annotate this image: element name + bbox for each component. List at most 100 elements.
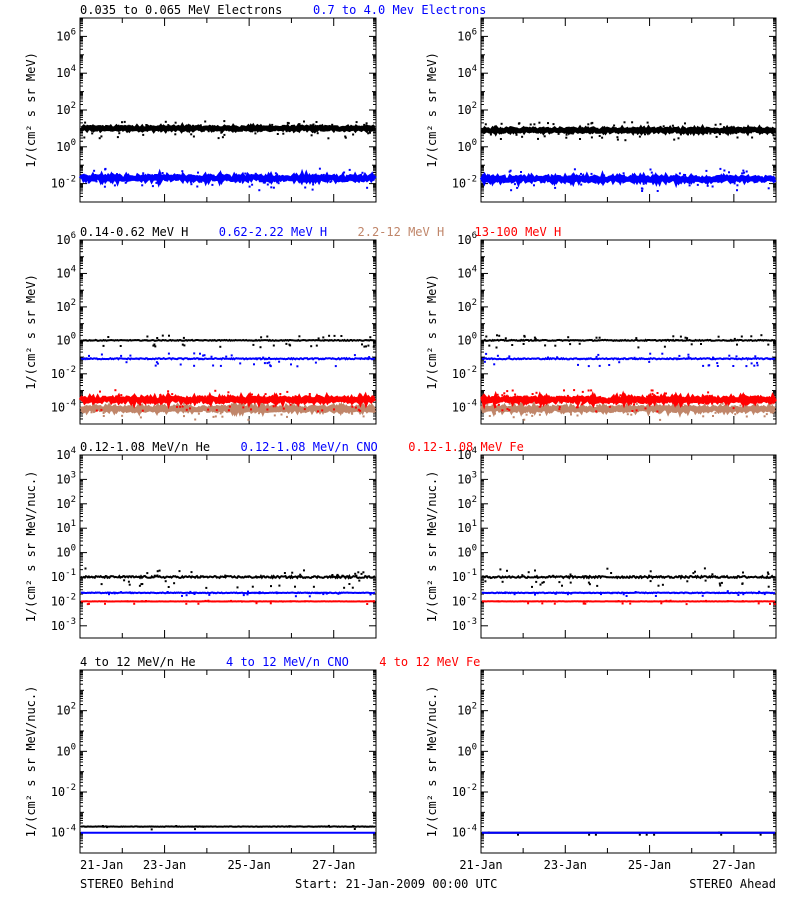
y-axis-label: 1/(cm² s sr MeV)	[425, 52, 439, 168]
data-point	[95, 409, 98, 412]
data-point	[86, 603, 89, 606]
data-point	[224, 574, 227, 577]
data-point	[309, 124, 312, 127]
data-point	[742, 571, 744, 574]
data-point	[96, 399, 99, 402]
panel-0-ahead: 1/(cm² s sr MeV) 10-2 100 102 104 106	[425, 17, 777, 203]
data-point	[711, 397, 714, 400]
data-point	[642, 177, 644, 180]
data-point	[317, 410, 319, 413]
data-point	[219, 364, 222, 367]
data-point	[246, 593, 249, 596]
y-tick-label: 10-4	[51, 398, 76, 414]
data-point	[567, 336, 570, 339]
data-point	[359, 397, 362, 400]
data-point	[316, 174, 319, 177]
data-point	[569, 343, 572, 346]
data-point	[128, 583, 131, 586]
data-point	[254, 172, 257, 175]
data-point	[690, 343, 693, 346]
data-point	[736, 184, 739, 187]
y-tick-label: 102	[457, 298, 477, 314]
data-point	[156, 337, 159, 339]
panel-1-ahead: 1/(cm² s sr MeV) 10-4 10-2 100 102 104 106	[425, 231, 778, 425]
data-point	[239, 180, 242, 183]
data-point	[225, 355, 228, 358]
data-point	[547, 122, 549, 125]
data-point	[577, 363, 579, 366]
data-point	[649, 570, 652, 573]
data-point	[699, 180, 702, 183]
x-tick-label: 27-Jan	[712, 858, 755, 872]
data-point	[96, 400, 99, 403]
data-point	[204, 599, 207, 602]
data-point	[680, 408, 683, 411]
data-point	[237, 399, 240, 402]
data-point	[484, 129, 487, 132]
data-point	[94, 405, 97, 408]
data-point	[668, 600, 671, 603]
data-point	[520, 400, 523, 402]
series-0-14-0-62-mev-h	[481, 334, 776, 349]
data-point	[101, 825, 104, 827]
y-axis-label: 1/(cm² s sr MeV)	[425, 274, 439, 390]
data-point	[701, 594, 704, 597]
data-point	[696, 409, 699, 411]
data-point	[190, 571, 193, 574]
data-point	[145, 600, 147, 602]
data-point	[533, 184, 535, 187]
data-point	[592, 131, 595, 134]
data-point	[494, 405, 497, 408]
data-point	[561, 584, 563, 587]
legend-0-1: 0.7 to 4.0 Mev Electrons	[313, 3, 486, 17]
data-point	[566, 394, 569, 397]
data-point	[161, 334, 164, 337]
data-point	[365, 122, 368, 125]
data-point	[257, 125, 260, 128]
data-point	[523, 418, 526, 421]
data-point	[756, 364, 759, 367]
series-2-2-12-mev-h	[79, 398, 377, 421]
data-point	[253, 363, 255, 366]
data-point	[173, 582, 176, 585]
data-point	[262, 356, 265, 359]
data-point	[521, 135, 524, 138]
data-point	[358, 406, 361, 409]
data-point	[712, 356, 714, 359]
data-point	[199, 124, 202, 127]
series-line	[80, 356, 376, 361]
data-point	[189, 590, 192, 593]
data-point	[646, 395, 648, 398]
data-point	[274, 600, 277, 603]
data-point	[626, 413, 629, 416]
data-point	[305, 396, 308, 399]
data-point	[164, 580, 167, 583]
data-point	[753, 364, 756, 367]
data-point	[621, 602, 624, 605]
data-point	[532, 177, 535, 180]
data-point	[497, 600, 500, 603]
data-point	[732, 365, 735, 367]
data-point	[82, 411, 85, 414]
data-point	[570, 413, 572, 416]
data-point	[105, 404, 108, 407]
data-point	[108, 126, 111, 129]
data-point	[728, 354, 731, 357]
series-0-12-1-08-mev-fe	[481, 599, 776, 606]
data-point	[207, 408, 210, 411]
data-point	[584, 602, 587, 605]
data-point	[569, 130, 571, 133]
data-point	[331, 123, 334, 126]
data-point	[641, 190, 644, 192]
data-point	[269, 602, 272, 605]
data-point	[513, 593, 516, 596]
data-point	[242, 406, 245, 409]
data-point	[352, 825, 355, 828]
data-point	[514, 176, 517, 179]
data-point	[622, 172, 625, 175]
y-axis-label: 1/(cm² s sr MeV)	[24, 52, 38, 168]
data-point	[716, 365, 719, 367]
data-point	[488, 415, 491, 417]
data-point	[579, 138, 581, 140]
